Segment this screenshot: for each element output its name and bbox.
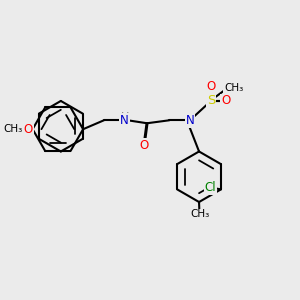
- Text: H: H: [121, 112, 129, 122]
- Text: N: N: [186, 114, 194, 127]
- Text: CH₃: CH₃: [224, 82, 243, 93]
- Text: CH₃: CH₃: [190, 209, 209, 220]
- Text: N: N: [120, 114, 129, 127]
- Text: O: O: [206, 80, 216, 93]
- Text: O: O: [23, 123, 33, 136]
- Text: O: O: [140, 139, 149, 152]
- Text: S: S: [207, 94, 215, 107]
- Text: Cl: Cl: [205, 182, 216, 194]
- Text: O: O: [221, 94, 230, 107]
- Text: CH₃: CH₃: [4, 124, 23, 134]
